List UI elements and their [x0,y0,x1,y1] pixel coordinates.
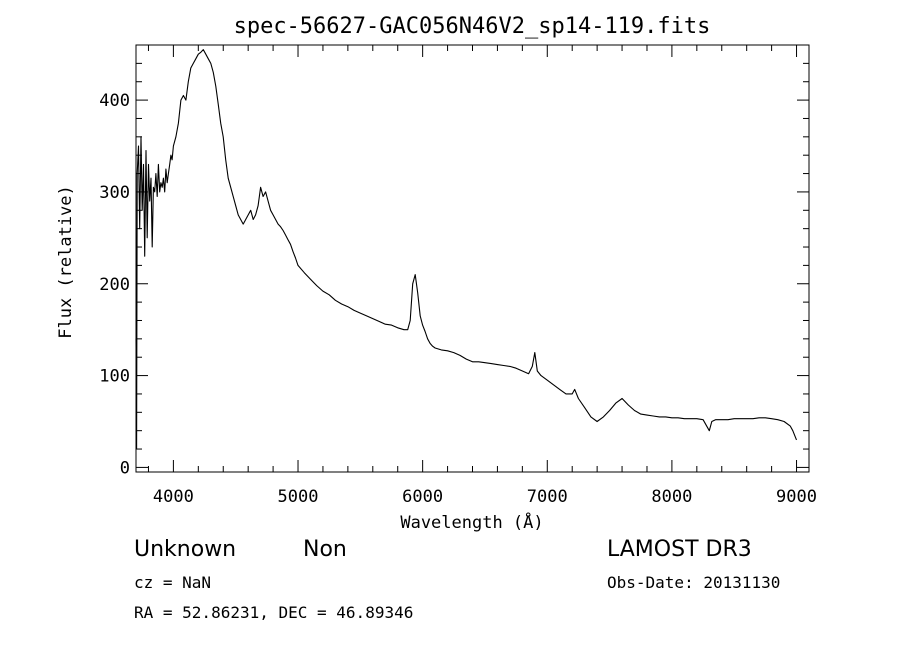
x-tick-label: 7000 [527,487,568,507]
y-tick-label: 300 [99,183,130,203]
redshift-label: cz = NaN [134,573,212,592]
coordinates-label: RA = 52.86231, DEC = 46.89346 [134,603,414,622]
x-tick-label: 4000 [153,487,194,507]
y-tick-label: 400 [99,91,130,111]
chart-title: spec-56627-GAC056N46V2_sp14-119.fits [234,14,711,39]
x-tick-label: 5000 [278,487,319,507]
spectrum-line [135,49,798,450]
tick-labels: 4000 5000 6000 7000 8000 9000 0 100 200 300 400 [99,91,817,507]
plot-frame [135,44,810,473]
y-tick-label: 100 [99,367,130,387]
x-tick-label: 8000 [651,487,692,507]
object-subclass-label: Non [303,537,347,562]
axis-ticks [136,45,809,472]
x-axis-label: Wavelength (Å) [400,511,543,533]
y-tick-label: 200 [99,275,130,295]
survey-label: LAMOST DR3 [607,537,752,562]
x-tick-label: 9000 [776,487,817,507]
y-axis-label: Flux (relative) [56,185,76,339]
object-class-label: Unknown [134,537,237,562]
y-tick-label: 0 [120,458,130,478]
x-tick-label: 6000 [402,487,443,507]
obs-date-label: Obs-Date: 20131130 [607,573,781,592]
